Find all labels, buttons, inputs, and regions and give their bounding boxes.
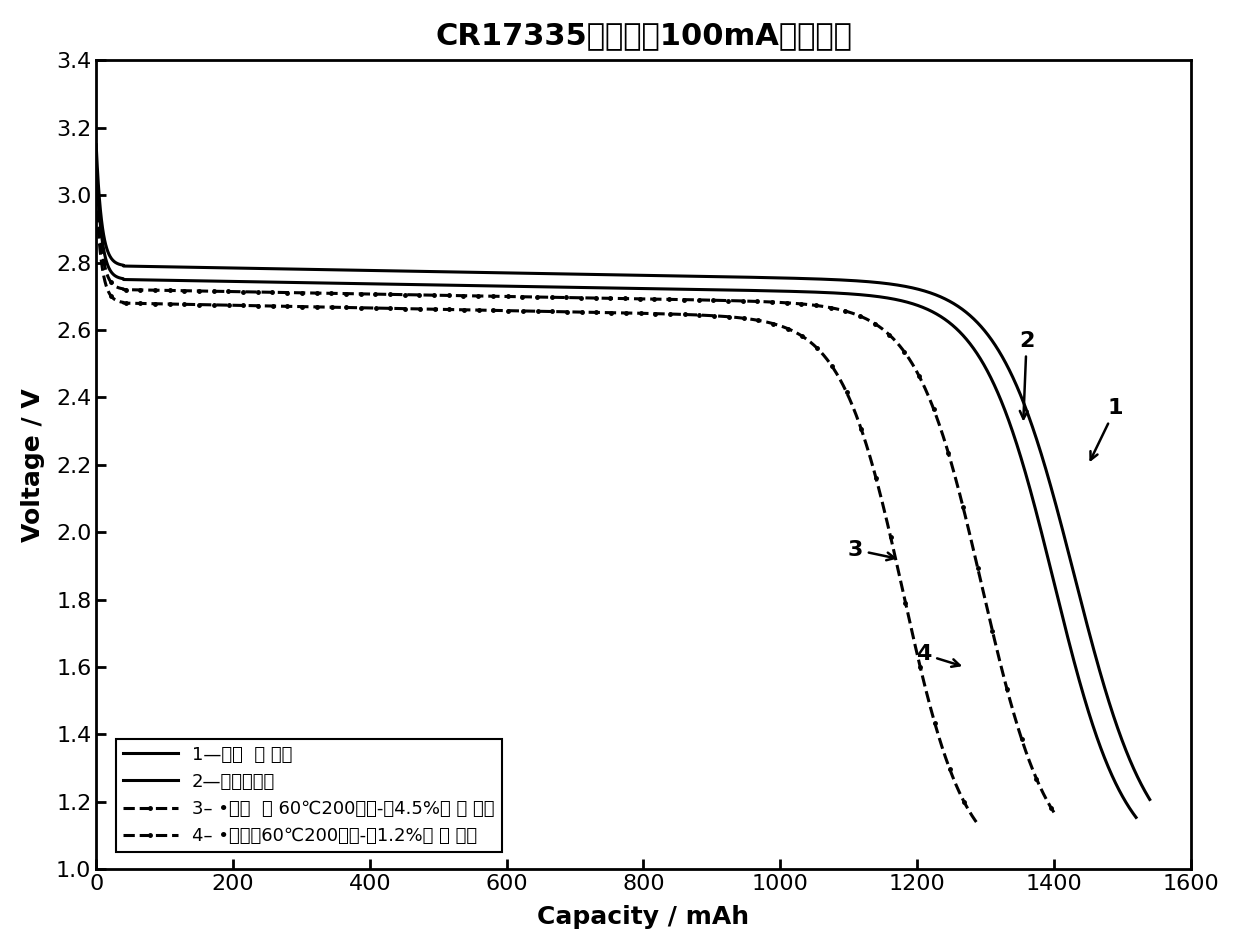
Text: 1: 1 (1090, 398, 1123, 460)
Text: 3: 3 (848, 540, 894, 560)
Text: 2: 2 (1019, 331, 1034, 419)
Legend: 1—空白  组 新电, 2—实施例新电, 3– •空白  组 60℃200天后-劘4.5%自 放 电率, 4– •实施例60℃200天后-劘1.2%自 放 电率: 1—空白 组 新电, 2—实施例新电, 3– •空白 组 60℃200天后-劘4… (117, 738, 502, 852)
Title: CR17335电池恒流100mA放电对比: CR17335电池恒流100mA放电对比 (435, 21, 852, 49)
Y-axis label: Voltage / V: Voltage / V (21, 388, 45, 542)
X-axis label: Capacity / mAh: Capacity / mAh (537, 905, 749, 929)
Text: 4: 4 (916, 644, 960, 667)
